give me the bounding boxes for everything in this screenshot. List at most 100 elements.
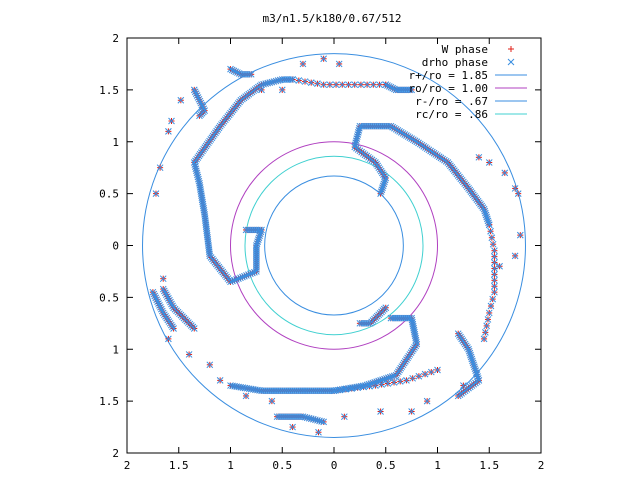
x-tick-label: 1 — [434, 459, 441, 472]
data-point — [330, 387, 338, 395]
data-point — [474, 373, 481, 380]
data-point — [266, 79, 274, 86]
data-point — [193, 169, 201, 177]
data-point — [239, 273, 246, 281]
data-point — [358, 319, 366, 327]
data-point — [377, 188, 385, 196]
legend-label: r-/ro = .67 — [415, 95, 488, 108]
chart-title: m3/n1.5/k180/0.67/512 — [262, 12, 401, 25]
data-point — [484, 316, 492, 323]
data-point — [155, 300, 162, 307]
data-point — [151, 292, 159, 300]
data-point — [491, 247, 498, 255]
legend-marker-sample — [507, 58, 515, 66]
data-point — [216, 377, 224, 384]
y-tick-label: 1 — [112, 136, 119, 149]
data-point — [195, 95, 203, 103]
data-point — [320, 81, 328, 89]
data-point — [336, 386, 344, 394]
x-tick-label: 2 — [124, 459, 131, 472]
axis-ticks: 2 1.5 1 0.5 0 0.5 1 1.5 221.510.500.511.52 — [99, 32, 544, 472]
data-point — [255, 234, 263, 242]
data-point — [472, 367, 480, 375]
data-point — [247, 70, 255, 78]
data-point — [165, 128, 172, 135]
data-point — [326, 81, 334, 89]
legend-label: r+/ro = 1.85 — [409, 69, 488, 82]
data-point — [270, 78, 278, 85]
data-point — [320, 55, 328, 63]
data-point — [485, 159, 493, 166]
data-point — [489, 240, 497, 248]
data-point — [482, 329, 489, 336]
data-point — [195, 175, 202, 183]
data-point — [514, 190, 522, 197]
data-point — [166, 296, 173, 304]
data-point — [196, 181, 204, 189]
data-point — [162, 291, 170, 299]
data-point — [487, 302, 495, 310]
circle-0-67 — [264, 175, 404, 316]
data-point — [314, 416, 321, 424]
data-point — [396, 378, 404, 385]
data-point — [485, 309, 493, 317]
data-point — [372, 382, 379, 389]
legend-label: W phase — [442, 43, 488, 56]
data-point — [382, 81, 390, 89]
data-point — [469, 357, 476, 365]
data-point — [409, 322, 417, 330]
data-point — [165, 295, 172, 302]
data-point — [198, 101, 206, 109]
data-point — [307, 79, 315, 86]
data-point — [243, 272, 250, 279]
data-point — [192, 167, 200, 175]
data-point — [206, 361, 214, 369]
data-point — [472, 369, 480, 376]
data-point — [482, 211, 490, 219]
data-point — [152, 294, 160, 302]
data-point — [241, 272, 248, 280]
data-point — [260, 80, 267, 88]
data-point — [491, 288, 498, 296]
legend-label: ro/ro = 1.00 — [409, 82, 488, 95]
data-point — [491, 271, 498, 278]
data-point — [235, 275, 242, 282]
data-point — [258, 81, 265, 89]
data-point — [470, 361, 478, 369]
data-point — [154, 298, 161, 305]
data-point — [278, 86, 286, 94]
data-point — [412, 336, 420, 344]
data-point — [245, 70, 253, 78]
data-point — [229, 382, 236, 390]
data-point — [384, 380, 392, 387]
y-tick-label: 0.5 — [99, 188, 119, 201]
data-point — [460, 382, 467, 389]
data-point — [156, 164, 164, 172]
data-point — [384, 82, 391, 89]
data-point — [338, 81, 346, 89]
data-point — [480, 205, 488, 213]
data-point — [356, 319, 364, 327]
data-point — [314, 80, 321, 88]
data-point — [289, 76, 296, 83]
data-point — [251, 268, 258, 276]
data-point — [149, 288, 157, 296]
x-tick-label: 2 — [538, 459, 545, 472]
data-point — [354, 129, 362, 136]
data-point — [481, 207, 489, 215]
data-point — [377, 190, 384, 197]
data-point — [501, 169, 509, 177]
data-point — [491, 259, 498, 266]
data-point — [411, 328, 418, 336]
data-point — [360, 383, 367, 391]
data-point — [386, 373, 394, 381]
data-point — [411, 332, 419, 340]
data-point — [237, 274, 244, 282]
data-point — [159, 285, 167, 293]
data-point — [153, 296, 160, 304]
data-point — [309, 415, 317, 423]
y-tick-label: 1 — [112, 343, 119, 356]
data-point — [511, 252, 519, 260]
data-point — [423, 397, 431, 405]
